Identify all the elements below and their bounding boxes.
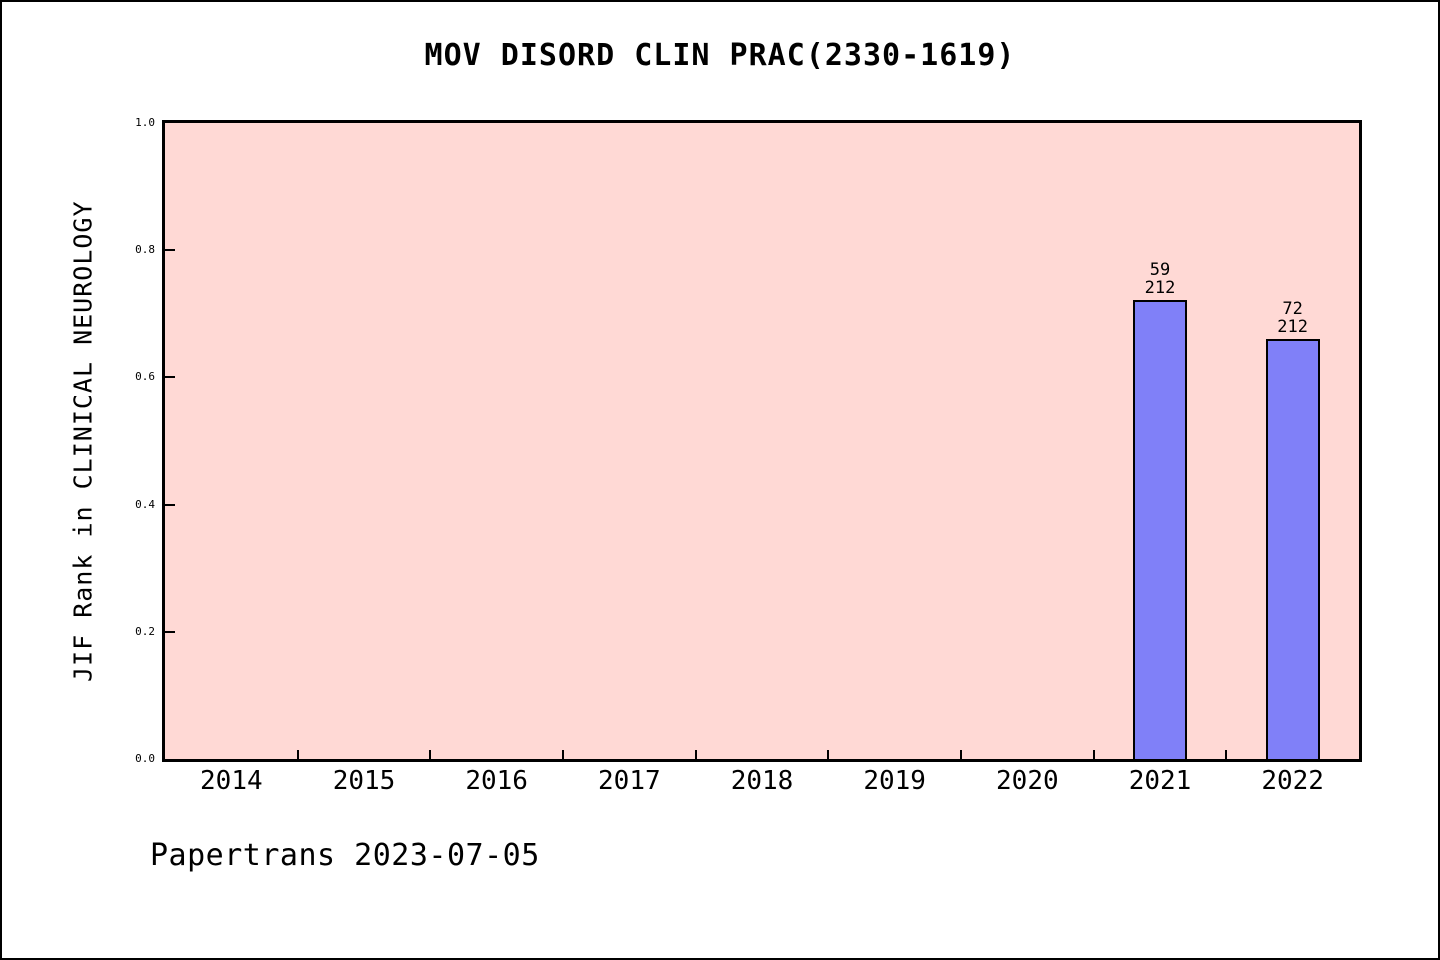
y-tick-label: 0.4 xyxy=(135,497,155,511)
y-tick-label: 1.0 xyxy=(135,116,155,129)
y-tick-mark xyxy=(165,630,175,633)
x-tick-mark xyxy=(694,750,697,759)
y-tick-mark xyxy=(165,376,175,379)
x-tick-mark xyxy=(429,750,432,759)
bar-label-2022: 72 212 xyxy=(1277,299,1309,338)
x-tick-label: 2020 xyxy=(996,766,1059,796)
x-tick-mark xyxy=(296,750,299,759)
bar-2022 xyxy=(1265,339,1320,759)
x-tick-label: 2022 xyxy=(1261,766,1324,796)
x-tick-label: 2018 xyxy=(730,766,794,796)
x-tick-label: 2021 xyxy=(1128,766,1192,796)
x-tick-mark xyxy=(1225,750,1228,759)
x-tick-label: 2015 xyxy=(332,766,396,796)
x-tick-label: 2014 xyxy=(200,766,263,796)
bar-label-2021: 59 212 xyxy=(1144,259,1176,298)
y-tick-mark xyxy=(165,503,175,506)
x-tick-mark xyxy=(827,750,830,759)
bar-2021 xyxy=(1133,299,1187,759)
y-tick-label: 0.8 xyxy=(135,243,155,257)
x-tick-label: 2019 xyxy=(863,766,926,796)
x-tick-label: 2017 xyxy=(598,766,661,796)
y-tick-label: 0.0 xyxy=(135,752,155,765)
y-tick-label: 0.2 xyxy=(135,624,155,638)
x-tick-mark xyxy=(1092,750,1095,759)
y-axis-tick-labels: 0.0 0.2 0.4 0.6 0.8 1.0 xyxy=(2,116,155,765)
chart-title: MOV DISORD CLIN PRAC(2330-1619) xyxy=(424,38,1016,73)
plot-area: 59 212 72 212 xyxy=(162,120,1362,762)
x-tick-mark xyxy=(562,750,564,759)
y-tick-mark xyxy=(165,249,175,252)
x-tick-label: 2016 xyxy=(465,766,528,796)
y-tick-label: 0.6 xyxy=(135,370,155,384)
x-axis-tick-labels: 2014 2015 2016 2017 2018 2019 2020 2021 2022 xyxy=(165,766,1359,800)
x-tick-mark xyxy=(960,750,962,759)
footer-text: Papertrans 2023-07-05 xyxy=(150,838,540,873)
